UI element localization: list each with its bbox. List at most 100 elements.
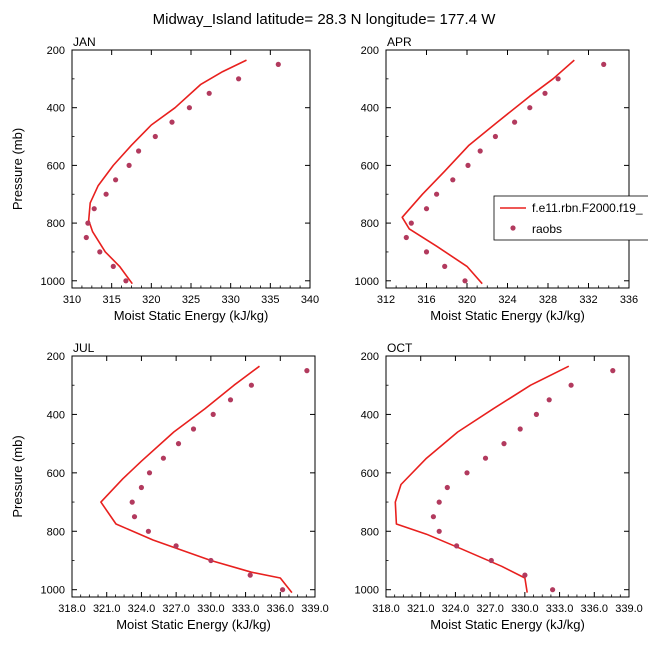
oct-raobs-point (464, 470, 470, 476)
oct-x-tick-label: 333.0 (546, 603, 574, 615)
jul-x-tick-label: 318.0 (58, 603, 86, 615)
panel-oct: OCT 318.0 321.0 324.0 327.0 330.0 333.0 336.0 33… (355, 341, 643, 632)
apr-raobs-point (465, 162, 471, 168)
jul-raobs-point (138, 484, 144, 491)
jan-raobs-point (113, 177, 119, 183)
jan-raobs-point (186, 105, 192, 111)
jan-x-tick-label: 320 (142, 294, 160, 306)
oct-y-tick-label: 200 (361, 351, 379, 363)
oct-raobs-point (546, 397, 552, 403)
jul-raobs-point (280, 587, 286, 593)
jan-model-line (87, 59, 247, 285)
jan-raobs-point (97, 249, 103, 255)
jan-raobs-point (169, 119, 175, 125)
apr-raobs-point (511, 119, 518, 125)
apr-raobs-point (450, 177, 456, 183)
jan-raobs-point (110, 263, 116, 269)
apr-x-tick-label: 328 (539, 294, 557, 306)
oct-x-tick-label: 339.0 (615, 603, 643, 615)
oct-raobs-point (568, 382, 574, 388)
oct-raobs-point (610, 368, 616, 374)
apr-y-tick-label: 1000 (355, 276, 379, 288)
oct-x-tick-label: 327.0 (476, 603, 504, 615)
apr-model-line (401, 59, 575, 285)
oct-y-tick-label: 600 (361, 468, 379, 480)
jul-raobs-point (173, 543, 179, 549)
apr-x-tick-label: 316 (417, 294, 435, 306)
jul-raobs-point (248, 382, 254, 388)
jul-model-line (100, 365, 293, 594)
jan-y-tick-label: 600 (47, 160, 65, 172)
jan-y-tick-label: 1000 (41, 276, 65, 288)
apr-y-tick-label: 600 (361, 160, 379, 172)
jul-x-tick-label: 330.0 (197, 603, 225, 615)
apr-x-tick-label: 332 (579, 294, 597, 306)
jul-raobs-point (146, 470, 153, 476)
jan-x-tick-label: 340 (301, 294, 319, 306)
apr-raobs-point (434, 191, 440, 197)
apr-raobs-point (527, 105, 533, 111)
apr-raobs-point (403, 234, 409, 241)
legend-model-label: f.e11.rbn.F2000.f19_ (532, 201, 643, 215)
jul-raobs-point (247, 572, 253, 578)
apr-y-tick-label: 400 (361, 103, 379, 115)
panel-apr: APR 312 316 320 324 328 332 336 200 400 600 800 1000… (355, 35, 639, 323)
oct-raobs-point (488, 557, 494, 564)
oct-y-tick-label: 1000 (355, 585, 379, 597)
jul-x-tick-label: 336.0 (267, 603, 295, 615)
oct-x-tick-label: 324.0 (442, 603, 470, 615)
apr-raobs-point (601, 61, 607, 67)
jan-raobs-point (83, 234, 89, 241)
jul-raobs-point (190, 426, 197, 432)
panel-jan: JAN 310 315 320 325 330 335 340 200 400 600 800 1000… (10, 35, 319, 323)
jan-raobs-point (136, 148, 142, 154)
jul-raobs-point (210, 411, 216, 417)
apr-raobs-point (477, 148, 483, 154)
oct-panel-title: OCT (387, 341, 413, 355)
apr-raobs-point (423, 249, 430, 255)
jan-panel-title: JAN (73, 35, 96, 49)
apr-raobs-point (408, 220, 414, 226)
jul-plot-frame (71, 355, 316, 598)
apr-x-axis-label: Moist Static Energy (kJ/kg) (430, 308, 585, 323)
oct-x-tick-label: 321.0 (407, 603, 435, 615)
jul-y-tick-label: 400 (47, 409, 65, 421)
apr-panel-title: APR (387, 35, 412, 49)
oct-raobs-point (533, 411, 540, 417)
jan-y-tick-label: 200 (47, 45, 65, 57)
jan-raobs-point (85, 220, 91, 226)
oct-raobs-point (436, 499, 442, 505)
panel-jul: JUL 318.0 321.0 324.0 327.0 330.0 333.0 336.0 33… (10, 341, 329, 632)
oct-raobs-point (550, 587, 556, 593)
jul-x-tick-label: 321.0 (93, 603, 121, 615)
oct-raobs-point (454, 543, 460, 549)
jul-x-tick-label: 324.0 (128, 603, 156, 615)
jan-y-tick-label: 800 (47, 218, 65, 230)
apr-raobs-point (462, 278, 468, 284)
jan-y-axis-label: Pressure (mb) (10, 128, 25, 210)
apr-y-tick-label: 200 (361, 45, 379, 57)
jul-y-axis-label: Pressure (mb) (10, 435, 25, 517)
jul-x-tick-label: 333.0 (232, 603, 260, 615)
jan-x-tick-label: 325 (182, 294, 200, 306)
oct-x-axis-label: Moist Static Energy (kJ/kg) (430, 617, 585, 632)
jul-y-tick-label: 200 (47, 351, 65, 363)
jul-raobs-point (129, 499, 135, 505)
oct-model-line (394, 365, 570, 593)
legend-obs-marker (510, 225, 516, 231)
oct-y-tick-label: 400 (361, 409, 379, 421)
apr-x-tick-label: 312 (377, 294, 395, 306)
jan-plot-frame (71, 49, 311, 289)
jan-raobs-point (103, 191, 109, 197)
jan-raobs-point (236, 76, 242, 82)
legend: f.e11.rbn.F2000.f19_ raobs (493, 195, 648, 241)
jul-y-tick-label: 1000 (41, 585, 65, 597)
apr-raobs-point (555, 76, 561, 82)
jul-y-tick-label: 600 (47, 468, 65, 480)
jul-raobs-point (227, 397, 234, 403)
jan-raobs-point (123, 278, 129, 284)
apr-raobs-point (492, 133, 498, 140)
jan-x-tick-label: 315 (102, 294, 120, 306)
oct-raobs-point (517, 426, 523, 432)
jan-raobs-point (126, 162, 132, 168)
